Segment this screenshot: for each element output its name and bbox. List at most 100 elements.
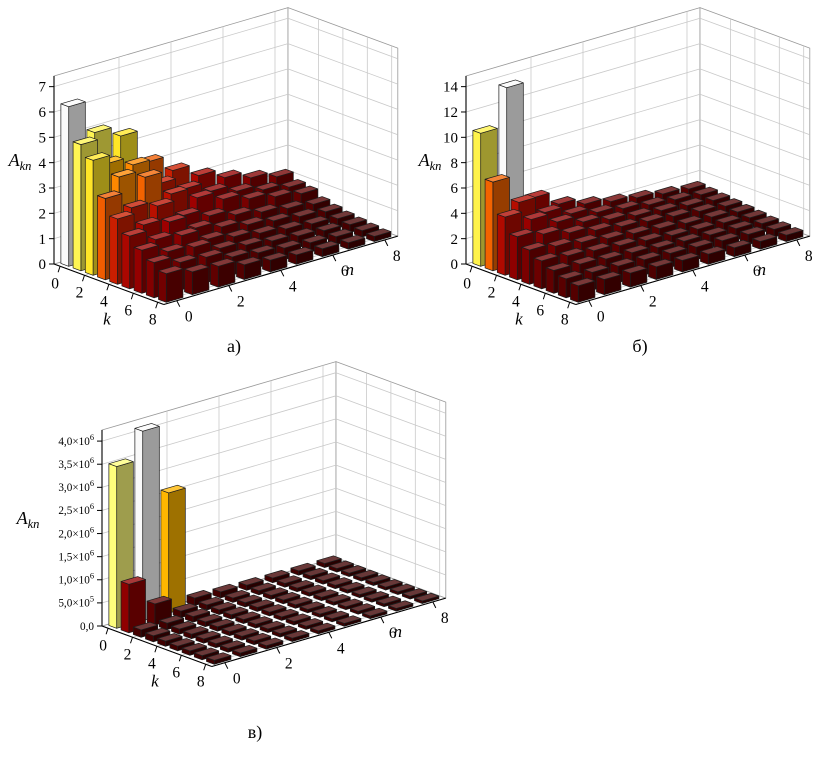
bar	[310, 622, 336, 635]
axes: 0,0 5,0×105 1,0×106 1,5×106 2,0×106 2,5×106 3,…	[58, 430, 449, 690]
bar	[314, 240, 340, 258]
bar	[388, 600, 414, 612]
svg-text:Akn: Akn	[16, 508, 40, 531]
svg-text:4: 4	[337, 640, 345, 657]
svg-text:2,0×106: 2,0×106	[58, 525, 94, 540]
svg-text:2: 2	[649, 294, 657, 311]
bars	[108, 423, 440, 665]
svg-text:6: 6	[389, 625, 397, 642]
svg-text:3,5×106: 3,5×106	[58, 456, 94, 471]
bar	[271, 625, 298, 638]
svg-text:0: 0	[233, 671, 241, 688]
svg-text:6: 6	[39, 105, 47, 121]
bar	[232, 644, 258, 658]
bar	[389, 583, 415, 595]
bar	[414, 592, 440, 604]
bar	[366, 228, 392, 242]
bar	[362, 607, 388, 620]
svg-text:2: 2	[39, 206, 47, 222]
svg-text:6: 6	[341, 263, 349, 280]
svg-text:4: 4	[148, 655, 156, 672]
bar	[311, 606, 337, 618]
svg-text:1,5×106: 1,5×106	[58, 548, 94, 563]
svg-text:2: 2	[76, 284, 84, 301]
svg-text:2: 2	[285, 656, 293, 673]
svg-text:4: 4	[289, 278, 297, 295]
bar	[247, 616, 273, 629]
svg-text:6: 6	[172, 664, 180, 681]
svg-text:8: 8	[441, 610, 449, 627]
svg-text:n: n	[346, 260, 355, 279]
bar	[236, 256, 262, 280]
svg-text:6: 6	[124, 302, 132, 319]
svg-text:2: 2	[488, 284, 496, 301]
svg-text:4: 4	[512, 293, 520, 310]
svg-text:n: n	[394, 622, 403, 641]
svg-text:12: 12	[443, 105, 458, 121]
svg-text:1,0×106: 1,0×106	[58, 572, 94, 587]
bar	[288, 246, 314, 265]
svg-text:k: k	[515, 309, 523, 328]
svg-text:2: 2	[237, 294, 245, 311]
bar	[299, 601, 325, 614]
bar	[700, 246, 726, 265]
bar	[648, 258, 674, 280]
svg-text:2: 2	[124, 646, 132, 663]
bar	[210, 258, 236, 288]
svg-text:0: 0	[51, 275, 59, 292]
bar	[158, 265, 184, 303]
bar	[778, 227, 804, 242]
bar	[287, 596, 313, 609]
svg-text:0: 0	[451, 257, 459, 273]
bar	[674, 252, 700, 273]
bar	[160, 484, 186, 614]
svg-text:0,0: 0,0	[80, 621, 94, 633]
caption-a: а)	[227, 336, 241, 356]
svg-text:k: k	[103, 309, 111, 328]
svg-text:4: 4	[39, 156, 47, 172]
svg-text:6: 6	[451, 181, 459, 197]
bar	[726, 239, 752, 258]
svg-text:4: 4	[100, 293, 108, 310]
bars	[472, 79, 804, 303]
bar	[353, 569, 379, 582]
bar	[377, 579, 403, 591]
bar	[206, 652, 232, 665]
chart-v-svg: 0,0 5,0×105 1,0×106 1,5×106 2,0×106 2,5×106 3,…	[16, 361, 449, 690]
bar	[325, 593, 351, 606]
svg-text:8: 8	[451, 156, 459, 172]
bar	[302, 567, 328, 580]
bar	[316, 555, 342, 568]
svg-text:8: 8	[197, 673, 205, 690]
svg-text:6: 6	[753, 263, 761, 280]
bar	[314, 572, 341, 585]
svg-text:6: 6	[536, 302, 544, 319]
bar	[262, 252, 288, 273]
bar	[340, 565, 367, 577]
svg-text:3,0×106: 3,0×106	[58, 479, 94, 494]
axis-labels: k n Akn	[8, 150, 354, 328]
bar	[249, 599, 275, 612]
svg-text:n: n	[758, 260, 767, 279]
bar	[401, 588, 428, 600]
svg-text:2: 2	[451, 232, 459, 248]
bar	[337, 598, 363, 611]
svg-text:8: 8	[561, 311, 569, 328]
svg-text:Akn: Akn	[418, 150, 442, 173]
svg-text:4: 4	[451, 206, 459, 222]
bar	[351, 586, 377, 598]
svg-text:8: 8	[805, 248, 813, 265]
svg-text:5: 5	[39, 130, 47, 146]
svg-text:8: 8	[149, 311, 157, 328]
bar	[596, 271, 622, 296]
bar	[245, 632, 272, 645]
svg-text:4,0×106: 4,0×106	[58, 433, 94, 448]
caption-b: б)	[632, 336, 648, 356]
bar	[622, 265, 648, 288]
svg-text:10: 10	[443, 130, 458, 146]
svg-text:1: 1	[39, 232, 47, 248]
bar	[184, 263, 210, 296]
